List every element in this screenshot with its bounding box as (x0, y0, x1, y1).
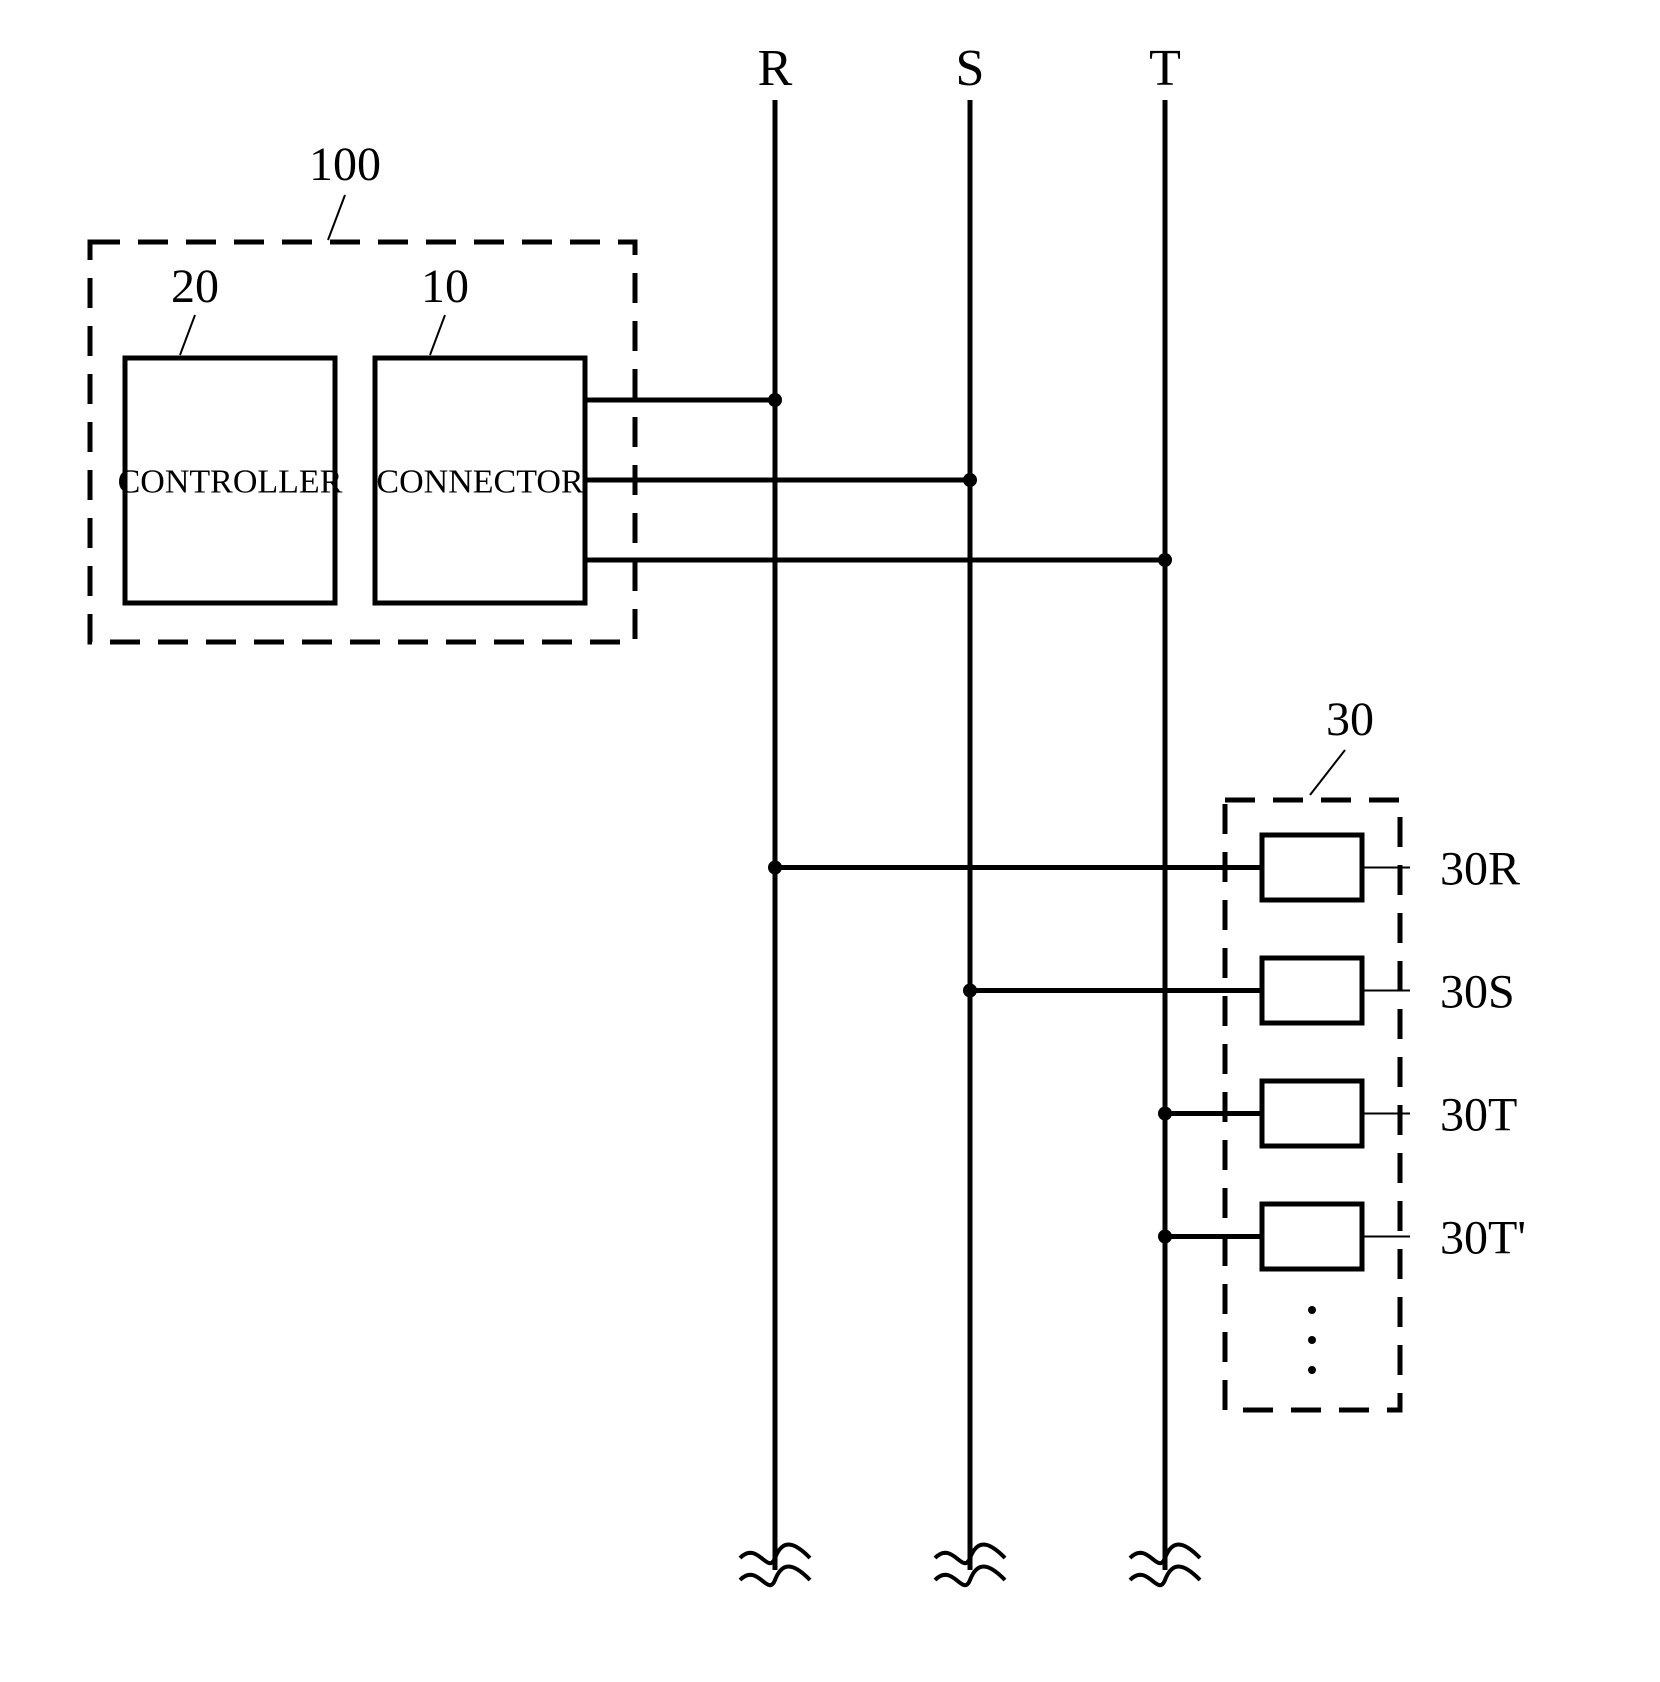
node-100-S (963, 473, 977, 487)
block30-ellipsis-2 (1308, 1366, 1316, 1374)
phase-label-R: R (758, 40, 793, 97)
block100-leader (328, 195, 345, 240)
block30-node-2 (1158, 1107, 1172, 1121)
phase-label-T: T (1149, 40, 1181, 97)
block30-box-1 (1262, 958, 1362, 1023)
block30-label-2: 30T (1440, 1088, 1517, 1141)
block30-ref: 30 (1326, 693, 1374, 746)
node-100-T (1158, 553, 1172, 567)
block30-outline (1225, 800, 1400, 1410)
controller-label: CONTROLLER (118, 463, 343, 500)
block30-ellipsis-0 (1308, 1306, 1316, 1314)
phase-label-S: S (956, 40, 985, 97)
block30-ellipsis-1 (1308, 1336, 1316, 1344)
block30-leader (1310, 750, 1345, 795)
controller-leader (180, 315, 195, 355)
block30-node-3 (1158, 1230, 1172, 1244)
connector-label: CONNECTOR (376, 463, 583, 500)
block100-ref: 100 (309, 138, 381, 191)
block30-box-2 (1262, 1081, 1362, 1146)
block30-label-3: 30T' (1440, 1211, 1526, 1264)
block30-label-1: 30S (1440, 965, 1515, 1018)
block30-label-0: 30R (1440, 842, 1520, 895)
connector-ref: 10 (421, 260, 469, 313)
node-100-R (768, 393, 782, 407)
block30-node-1 (963, 984, 977, 998)
connector-leader (430, 315, 445, 355)
block30-node-0 (768, 861, 782, 875)
controller-ref: 20 (171, 260, 219, 313)
block30-box-0 (1262, 835, 1362, 900)
block30-box-3 (1262, 1204, 1362, 1269)
